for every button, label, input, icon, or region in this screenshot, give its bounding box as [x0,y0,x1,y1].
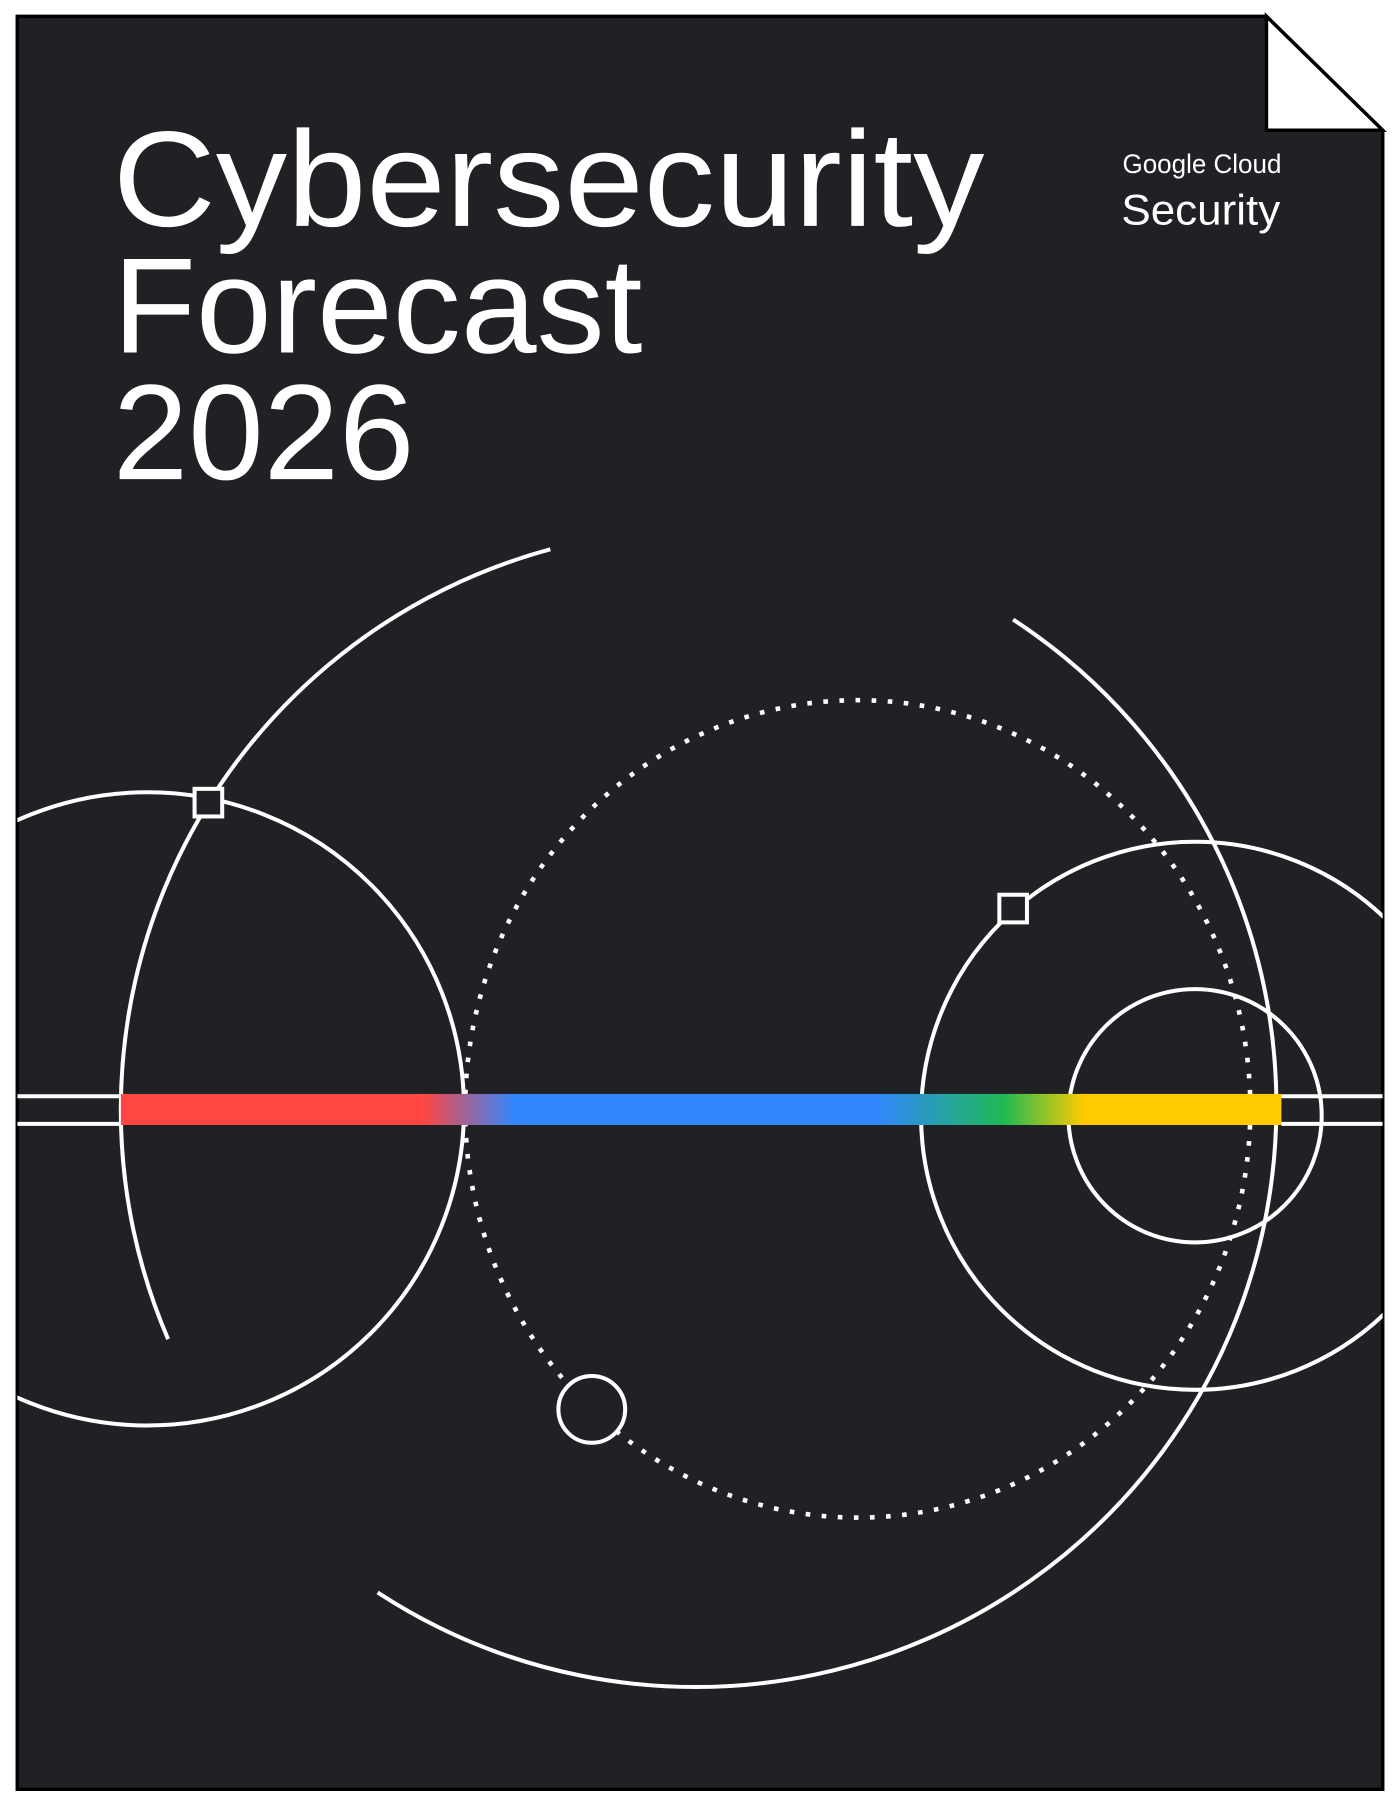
folded-corner-icon [1264,12,1387,132]
large-arc-right [376,617,1279,1690]
node-square-right [997,892,1029,925]
orbit-graphic [17,547,1383,1690]
large-arc-left [118,547,551,1340]
small-orbit-circle [556,1373,628,1445]
brand-security: Security [1121,187,1281,235]
node-square-left [192,786,225,819]
gradient-bar [120,1093,1282,1126]
brand-google-cloud: Google Cloud [1123,149,1282,179]
title-line-2: Forecast [113,229,643,381]
title-line-3: 2026 [113,356,415,508]
title-line-1: Cybersecurity [113,103,985,255]
